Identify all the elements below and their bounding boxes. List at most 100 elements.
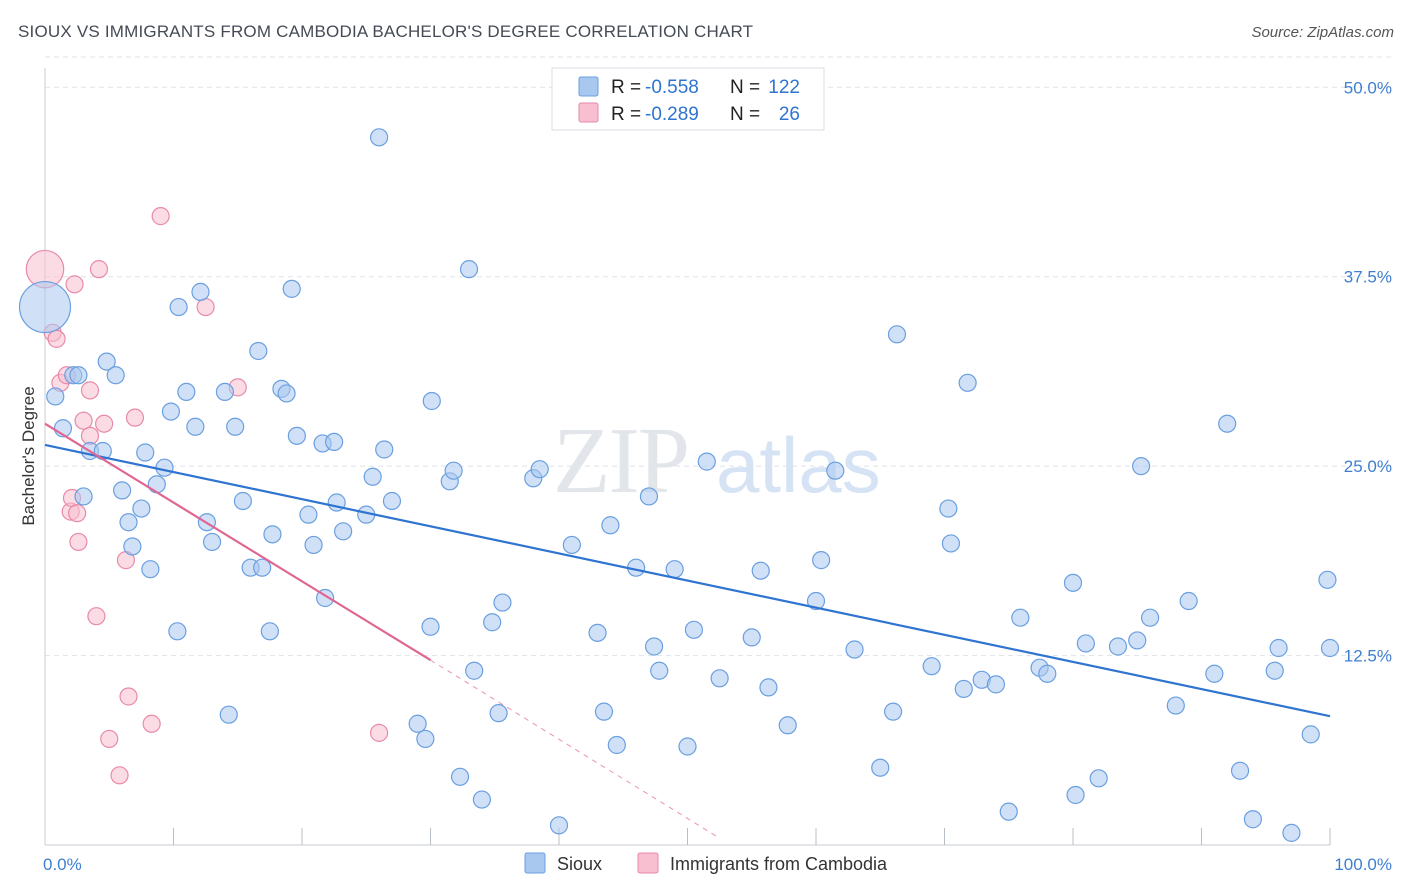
sioux-point-113 <box>1205 664 1224 683</box>
sioux-point-48 <box>370 128 389 147</box>
cambodia-point-15 <box>95 414 114 433</box>
legend-n-value-sioux: 122 <box>768 77 800 98</box>
cambodia-point-11 <box>80 426 100 445</box>
sioux-point-86 <box>812 551 831 570</box>
sioux-point-63 <box>493 593 512 612</box>
y-tick-labels: 12.5% 25.0% 37.5% 50.0% <box>1344 78 1392 665</box>
sioux-point-21 <box>177 382 196 401</box>
sioux-point-19 <box>168 622 187 641</box>
sioux-point-70 <box>601 516 620 535</box>
sioux-point-121 <box>1318 570 1337 589</box>
legend-r-value-sioux: -0.558 <box>645 77 699 98</box>
cambodia-point-21 <box>142 714 161 733</box>
sioux-point-23 <box>191 282 210 301</box>
x-axis-ticks <box>173 828 1331 845</box>
sioux-point-66 <box>549 816 569 835</box>
sioux-point-16 <box>147 475 166 494</box>
sioux-point-58 <box>459 260 479 279</box>
x-tick-label-min: 0.0% <box>43 855 82 874</box>
sioux-trend-line <box>44 443 1331 718</box>
sioux-point-50 <box>382 491 402 511</box>
sioux-point-1 <box>46 387 65 406</box>
sioux-point-98 <box>986 675 1006 694</box>
legend-n-value-cambodia: 26 <box>779 104 800 125</box>
bottom-legend-label-cambodia: Immigrants from Cambodia <box>670 854 888 874</box>
sioux-point-112 <box>1179 591 1198 611</box>
sioux-point-78 <box>684 620 704 639</box>
sioux-point-10 <box>112 481 132 500</box>
sioux-point-104 <box>1066 785 1085 805</box>
sioux-point-32 <box>253 558 272 577</box>
sioux-point-61 <box>483 613 502 632</box>
cambodia-point-2 <box>47 329 66 348</box>
sioux-point-76 <box>665 560 684 579</box>
sioux-point-111 <box>1166 696 1185 715</box>
sioux-point-82 <box>751 561 770 580</box>
sioux-point-43 <box>325 432 344 452</box>
legend-swatch-sioux <box>578 76 599 97</box>
cambodia-point-9 <box>69 532 88 552</box>
sioux-point-105 <box>1076 634 1095 653</box>
sioux-point-67 <box>562 535 581 555</box>
sioux-point-88 <box>845 640 864 659</box>
cambodia-point-5 <box>65 275 84 294</box>
sioux-point-106 <box>1089 769 1108 788</box>
sioux-point-122 <box>1320 638 1340 658</box>
legend-r-label-cambodia: R = <box>611 104 641 125</box>
sioux-point-81 <box>742 628 761 647</box>
cambodia-point-25 <box>370 723 389 742</box>
sioux-point-18 <box>161 402 181 421</box>
sioux-point-17 <box>155 458 174 477</box>
legend-r-value-cambodia: -0.289 <box>645 104 699 125</box>
sioux-point-0 <box>18 280 72 334</box>
sioux-point-96 <box>958 373 977 392</box>
sioux-point-93 <box>939 499 958 518</box>
sioux-point-40 <box>304 535 323 555</box>
watermark-atlas: atlas <box>716 421 881 509</box>
sioux-point-99 <box>999 802 1018 821</box>
sioux-point-38 <box>287 426 306 445</box>
sioux-point-54 <box>422 391 441 411</box>
sioux-point-33 <box>260 622 279 641</box>
trend-lines <box>44 422 1331 838</box>
sioux-point-117 <box>1265 661 1284 680</box>
legend-swatch-cambodia <box>578 102 599 123</box>
sioux-point-62 <box>489 704 508 723</box>
sioux-point-120 <box>1301 725 1320 744</box>
sioux-point-49 <box>375 440 394 459</box>
legend-box: R = -0.558 N = 122 R = -0.289 N = 26 <box>551 67 825 131</box>
sioux-point-100 <box>1011 608 1030 627</box>
sioux-point-79 <box>697 452 716 471</box>
sioux-point-91 <box>887 325 907 344</box>
cambodia-point-19 <box>119 687 138 706</box>
sioux-point-92 <box>922 657 941 676</box>
cambodia-trend-extension <box>430 659 719 838</box>
cambodia-point-23 <box>196 297 215 317</box>
watermark: ZIP atlas <box>553 409 881 513</box>
sioux-point-37 <box>282 279 301 298</box>
sioux-point-59 <box>465 661 484 680</box>
sioux-point-12 <box>123 537 142 556</box>
sioux-points <box>18 128 1340 842</box>
x-tick-label-max: 100.0% <box>1334 855 1392 874</box>
sioux-point-5 <box>74 487 93 506</box>
sioux-point-102 <box>1038 664 1057 683</box>
sioux-point-109 <box>1132 457 1151 476</box>
sioux-point-95 <box>954 679 973 699</box>
sioux-point-26 <box>215 382 234 401</box>
sioux-point-11 <box>119 513 138 532</box>
sioux-point-103 <box>1063 573 1083 592</box>
legend-n-label-cambodia: N = <box>730 104 760 125</box>
sioux-point-71 <box>607 735 626 755</box>
cambodia-point-14 <box>80 381 100 400</box>
sioux-point-34 <box>263 525 282 544</box>
y-tick-label-0: 12.5% <box>1344 647 1392 666</box>
sioux-point-15 <box>141 560 160 579</box>
sioux-point-73 <box>639 487 659 506</box>
cambodia-point-8 <box>68 504 87 523</box>
sioux-point-52 <box>416 729 435 749</box>
cambodia-trend-line <box>44 422 432 662</box>
legend-n-label-sioux: N = <box>730 77 760 98</box>
sioux-point-85 <box>806 591 826 611</box>
sioux-point-83 <box>759 678 778 697</box>
